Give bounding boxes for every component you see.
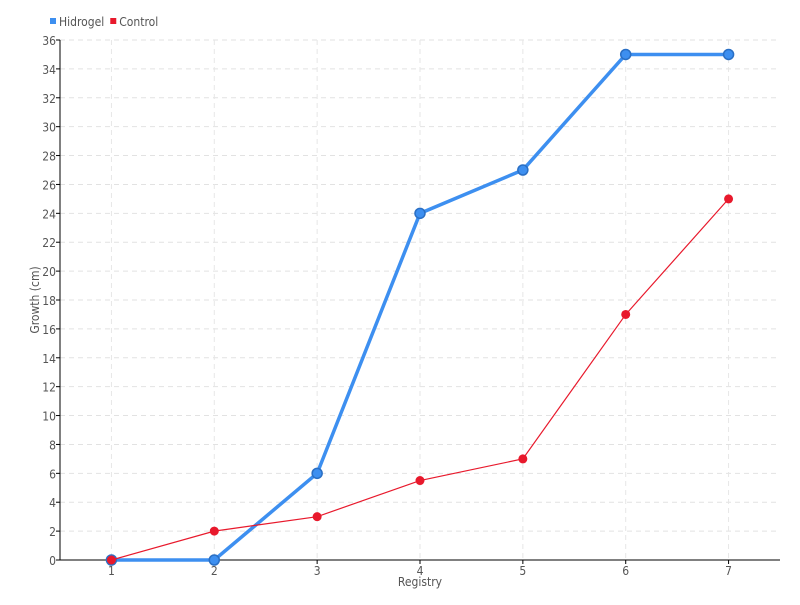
- y-tick-label: 26: [42, 178, 56, 192]
- data-point-control: [415, 476, 425, 486]
- y-tick-label: 4: [49, 496, 56, 510]
- data-point-control: [106, 555, 116, 565]
- y-tick-label: 30: [42, 121, 56, 135]
- y-tick-label: 12: [42, 381, 56, 395]
- x-tick-label: 1: [108, 564, 115, 578]
- y-tick-label: 24: [42, 207, 56, 221]
- x-tick-label: 3: [314, 564, 321, 578]
- legend: Hidrogel Control: [50, 15, 158, 29]
- x-tick-label: 5: [519, 564, 526, 578]
- x-tick-label: 7: [725, 564, 732, 578]
- x-axis-label: Registry: [398, 575, 443, 589]
- data-point-control: [312, 512, 322, 522]
- legend-swatch-hidrogel: [50, 18, 56, 24]
- data-point-hidrogel: [208, 554, 221, 566]
- y-tick-label: 8: [49, 438, 56, 452]
- y-tick-label: 2: [49, 525, 56, 539]
- series-line-control: [111, 198, 730, 561]
- data-point-hidrogel: [414, 207, 426, 220]
- data-point-hidrogel: [517, 164, 529, 176]
- y-tick-label: 32: [42, 92, 56, 106]
- y-tick-label: 22: [42, 236, 56, 250]
- y-tick-label: 6: [49, 467, 56, 481]
- y-tick-label: 34: [42, 63, 56, 77]
- data-point-hidrogel: [311, 467, 323, 480]
- x-tick-label: 2: [211, 564, 218, 578]
- data-point-control: [621, 309, 631, 319]
- data-point-hidrogel: [722, 48, 735, 61]
- y-tick-label: 16: [42, 323, 56, 337]
- y-tick-label: 0: [49, 554, 56, 568]
- data-point-hidrogel: [619, 48, 632, 61]
- y-tick-label: 36: [42, 34, 56, 48]
- x-tick-label: 6: [622, 564, 629, 578]
- data-point-control: [209, 526, 219, 536]
- y-tick-label: 18: [42, 294, 56, 308]
- data-point-control: [518, 454, 528, 464]
- y-tick-label: 28: [42, 150, 56, 164]
- legend-label-control: Control: [119, 15, 158, 29]
- data-point-control: [724, 194, 734, 204]
- series-layer: [105, 48, 735, 566]
- x-tick-label: 4: [417, 564, 424, 578]
- legend-swatch-control: [110, 18, 117, 24]
- y-tick-label: 14: [42, 352, 56, 366]
- y-tick-label: 20: [42, 265, 56, 279]
- legend-label-hidrogel: Hidrogel: [59, 15, 104, 29]
- y-tick-label: 10: [42, 410, 56, 424]
- y-axis-label: Growth (cm): [28, 266, 42, 333]
